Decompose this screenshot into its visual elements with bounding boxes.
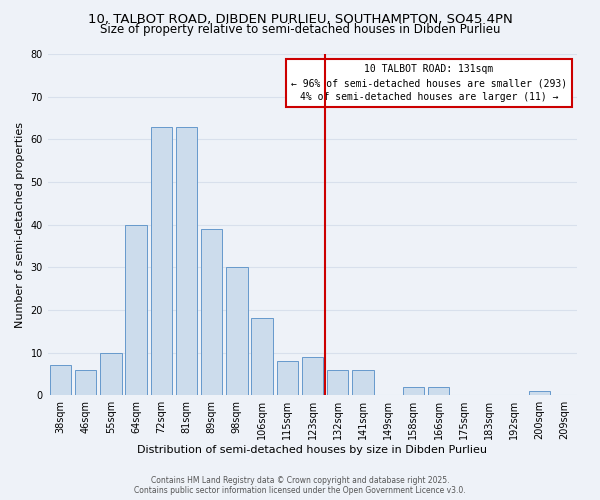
Bar (327, 370, 349, 395)
Text: 10 TALBOT ROAD: 131sqm
← 96% of semi-detached houses are smaller (293)
4% of sem: 10 TALBOT ROAD: 131sqm ← 96% of semi-det… (291, 64, 567, 102)
Bar (352, 370, 374, 395)
Bar (226, 268, 248, 395)
Bar (302, 357, 323, 395)
Bar (251, 318, 273, 395)
Bar (151, 126, 172, 395)
Bar (277, 361, 298, 395)
X-axis label: Distribution of semi-detached houses by size in Dibden Purlieu: Distribution of semi-detached houses by … (137, 445, 487, 455)
Y-axis label: Number of semi-detached properties: Number of semi-detached properties (15, 122, 25, 328)
Bar (201, 229, 223, 395)
Text: 10, TALBOT ROAD, DIBDEN PURLIEU, SOUTHAMPTON, SO45 4PN: 10, TALBOT ROAD, DIBDEN PURLIEU, SOUTHAM… (88, 12, 512, 26)
Bar (403, 386, 424, 395)
Bar (125, 224, 147, 395)
Text: Size of property relative to semi-detached houses in Dibden Purlieu: Size of property relative to semi-detach… (100, 22, 500, 36)
Bar (176, 126, 197, 395)
Bar (529, 391, 550, 395)
Bar (428, 386, 449, 395)
Bar (100, 352, 122, 395)
Text: Contains HM Land Registry data © Crown copyright and database right 2025.
Contai: Contains HM Land Registry data © Crown c… (134, 476, 466, 495)
Bar (75, 370, 97, 395)
Bar (50, 366, 71, 395)
